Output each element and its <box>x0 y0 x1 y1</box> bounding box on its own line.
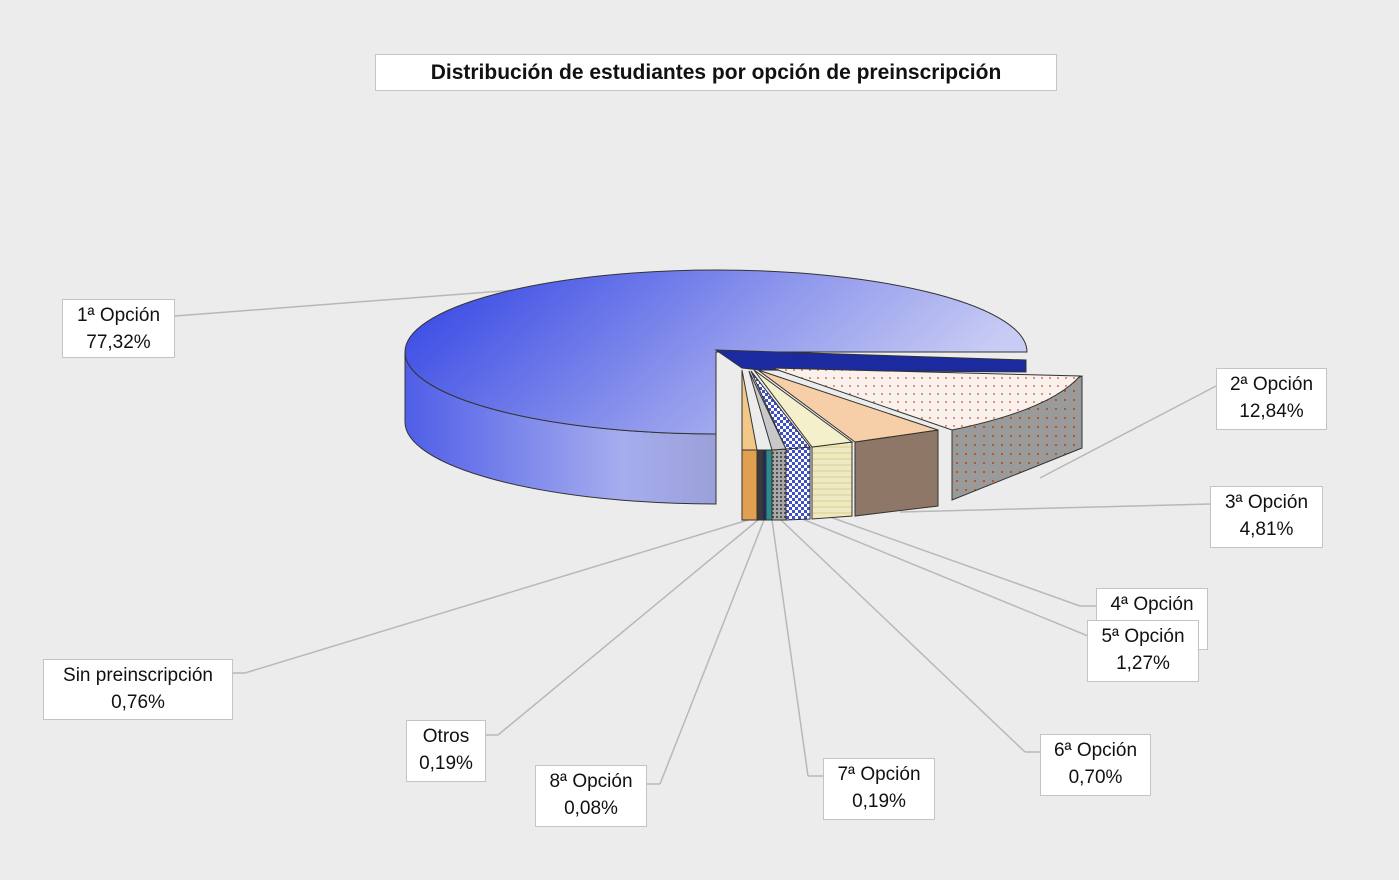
label-3-value: 4,81% <box>1239 519 1294 540</box>
leader-line-3 <box>899 503 1211 513</box>
label-sin-preinscripcion: Sin preinscripción 0,76% <box>43 659 233 720</box>
label-3-opcion: 3ª Opción 4,81% <box>1210 486 1323 548</box>
slice-sin-top <box>741 369 758 451</box>
label-otros-name: Otros <box>422 726 470 747</box>
label-4-name: 4ª Opción <box>1110 594 1194 615</box>
label-6-value: 0,70% <box>1068 767 1123 788</box>
slice-5-side <box>785 446 811 521</box>
slice-3-top <box>757 369 939 443</box>
label-5-opcion: 5ª Opción 1,27% <box>1087 620 1199 682</box>
leader-line-sin-b <box>244 519 749 674</box>
label-sin-value: 0,76% <box>111 692 165 713</box>
chart-title: Distribución de estudiantes por opción d… <box>375 54 1057 91</box>
slice-2-opcion <box>771 367 1083 501</box>
slice-3-side <box>854 429 939 517</box>
label-8-opcion: 8ª Opción 0,08% <box>535 765 647 827</box>
label-1-value: 77,32% <box>86 332 151 353</box>
label-2-name: 2ª Opción <box>1229 374 1314 395</box>
slice-7-side <box>765 449 773 521</box>
leader-line-otros-b <box>497 519 759 736</box>
leader-line-5 <box>799 517 1089 637</box>
slice-4-opcion <box>753 369 854 520</box>
label-7-opcion: 7ª Opción 0,19% <box>823 758 935 820</box>
label-6-opcion: 6ª Opción 0,70% <box>1040 734 1151 796</box>
label-7-value: 0,19% <box>852 791 906 812</box>
label-1-opcion: 1ª Opción 77,32% <box>62 299 175 358</box>
leader-line-6b <box>780 519 1026 753</box>
label-5-value: 1,27% <box>1116 653 1170 674</box>
slice-1-top <box>404 269 1028 435</box>
slice-6-top <box>748 370 787 451</box>
leader-line-7b <box>771 519 809 777</box>
leader-line-8b <box>659 519 765 785</box>
slice-2-top <box>771 367 1082 431</box>
slice-otros <box>756 449 764 521</box>
slice-sin-side <box>741 449 758 521</box>
label-otros: Otros 0,19% <box>406 720 486 782</box>
slice-4-side <box>811 441 853 520</box>
leader-line-2 <box>1039 385 1217 479</box>
label-otros-value: 0,19% <box>419 753 473 774</box>
label-6-name: 6ª Opción <box>1053 740 1138 761</box>
slice-6-opcion <box>748 370 787 521</box>
label-7-name: 7ª Opción <box>837 764 921 785</box>
slice-5-opcion <box>750 370 811 521</box>
label-8-name: 8ª Opción <box>549 771 633 792</box>
slice-otros-side <box>756 449 764 521</box>
slice-7-opcion <box>765 449 773 521</box>
label-8-value: 0,08% <box>564 798 618 819</box>
slice-sin-preinscripcion <box>741 369 758 521</box>
label-1-name: 1ª Opción <box>76 305 161 326</box>
slice-4-top <box>753 369 854 448</box>
leader-lines <box>174 289 1217 785</box>
slice-6-side <box>771 448 787 521</box>
label-5-name: 5ª Opción <box>1101 626 1185 647</box>
leader-line-4b <box>829 516 1081 607</box>
label-3-name: 3ª Opción <box>1224 492 1309 513</box>
leader-line-1 <box>174 289 516 317</box>
label-2-value: 12,84% <box>1239 401 1304 422</box>
label-2-opcion: 2ª Opción 12,84% <box>1216 368 1327 430</box>
label-sin-name: Sin preinscripción <box>63 665 213 686</box>
slice-5-top <box>750 370 811 450</box>
slice-3-opcion <box>757 369 939 517</box>
